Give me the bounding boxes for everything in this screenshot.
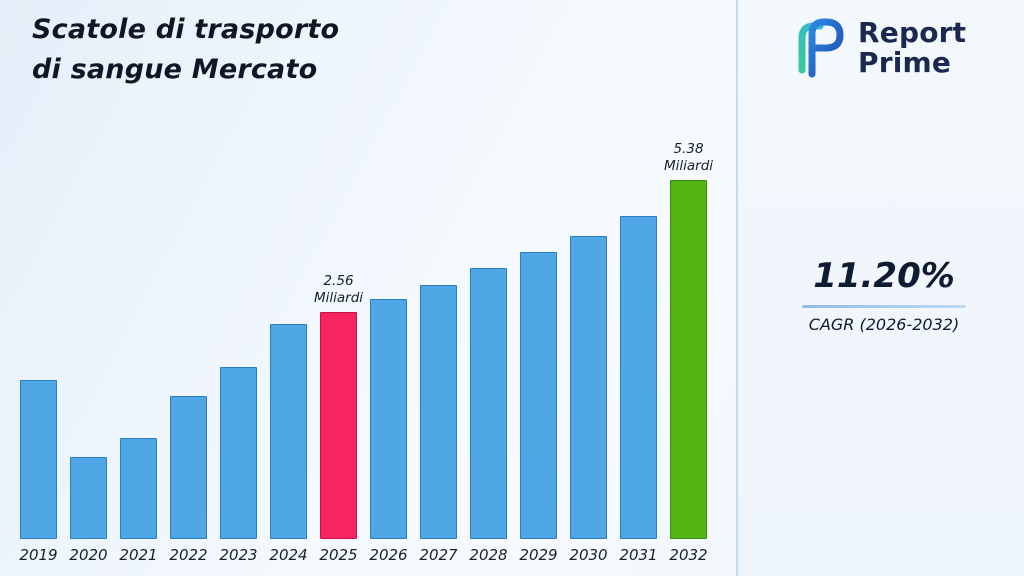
- x-axis-label-2022: 2022: [169, 546, 208, 564]
- bar-column-2025: 2.56 Miliardi 2025: [314, 273, 363, 564]
- chart-title: Scatole di trasporto di sangue Mercato: [32, 10, 339, 90]
- bar-2021: [120, 438, 157, 539]
- x-axis-label-2023: 2023: [219, 546, 258, 564]
- x-axis-label-2031: 2031: [619, 546, 658, 564]
- bar-2029: [520, 252, 557, 539]
- bar-column-2019: 2019: [19, 380, 58, 564]
- x-axis-label-2021: 2021: [119, 546, 158, 564]
- bar-column-2023: 2023: [219, 367, 258, 564]
- bar-column-2027: 2027: [419, 285, 458, 564]
- bar-2019: [20, 380, 57, 539]
- bar-column-2032: 5.38 Miliardi 2032: [664, 141, 713, 564]
- x-axis-label-2025: 2025: [319, 546, 358, 564]
- reportprime-logo[interactable]: Report Prime: [780, 14, 966, 82]
- x-axis-label-2024: 2024: [269, 546, 308, 564]
- bar-column-2030: 2030: [569, 236, 608, 564]
- bar-2022: [170, 396, 207, 539]
- bar-2020: [70, 457, 107, 539]
- cagr-block: 11.20% CAGR (2026-2032): [802, 256, 966, 334]
- divider-line: [736, 0, 738, 576]
- bar-annotation-2025: 2.56 Miliardi: [313, 273, 364, 307]
- logo-text-prime: Prime: [858, 46, 952, 79]
- bar-column-2031: 2031: [619, 216, 658, 564]
- bar-annotation-2032: 5.38 Miliardi: [663, 141, 714, 175]
- bar-2023: [220, 367, 257, 539]
- reportprime-logo-icon: [780, 14, 848, 82]
- right-panel: [738, 0, 1024, 576]
- x-axis-label-2019: 2019: [19, 546, 58, 564]
- chart-title-line2: di sangue Mercato: [32, 53, 318, 85]
- x-axis-label-2020: 2020: [69, 546, 108, 564]
- bar-2025: [320, 312, 357, 539]
- bar-2030: [570, 236, 607, 539]
- x-axis-label-2026: 2026: [369, 546, 408, 564]
- logo-text-report: Report: [858, 15, 967, 49]
- x-axis-label-2028: 2028: [469, 546, 508, 564]
- bars-area: 2019 2020 2021 2022 2023 2024 2.56 Miliardi 2025…: [19, 141, 713, 564]
- x-axis-label-2029: 2029: [519, 546, 558, 564]
- bar-column-2024: 2024: [269, 324, 308, 564]
- bar-column-2020: 2020: [69, 457, 108, 564]
- logo-text: Report Prime: [858, 15, 967, 79]
- cagr-value: 11.20%: [813, 256, 955, 296]
- bar-2032: [670, 180, 707, 539]
- chart-title-line1: Scatole di trasporto: [32, 14, 340, 45]
- bar-2031: [620, 216, 657, 539]
- bar-2026: [370, 299, 407, 539]
- bar-column-2028: 2028: [469, 268, 508, 564]
- cagr-label: CAGR (2026-2032): [808, 315, 960, 334]
- bar-2024: [270, 324, 307, 539]
- x-axis-label-2032: 2032: [669, 546, 708, 564]
- bar-2027: [420, 285, 457, 539]
- bar-column-2022: 2022: [169, 396, 208, 564]
- bar-column-2021: 2021: [119, 438, 158, 564]
- bar-2028: [470, 268, 507, 539]
- bar-column-2029: 2029: [519, 252, 558, 564]
- x-axis-label-2030: 2030: [569, 546, 608, 564]
- x-axis-label-2027: 2027: [419, 546, 458, 564]
- cagr-underline: [802, 305, 966, 308]
- bar-column-2026: 2026: [369, 299, 408, 564]
